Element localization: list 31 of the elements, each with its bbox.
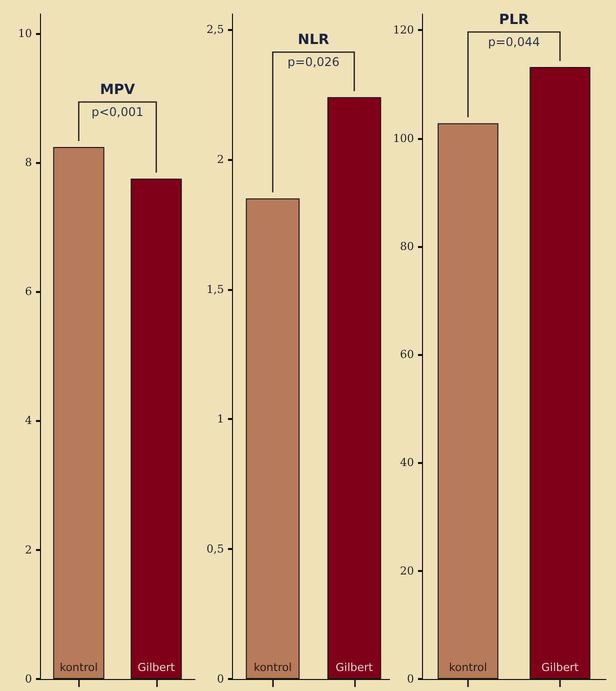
y-tick-label: 6 bbox=[25, 285, 32, 298]
annotation: p=0,026 bbox=[287, 55, 340, 70]
annotation: p<0,001 bbox=[91, 105, 144, 119]
y-tick-label: 2 bbox=[217, 152, 224, 166]
text: NLR bbox=[298, 32, 330, 48]
text: MPV bbox=[100, 82, 136, 98]
y-tick-label: 120 bbox=[392, 24, 414, 37]
y-tick-label: 80 bbox=[400, 240, 414, 253]
y-tick-label: 100 bbox=[392, 132, 414, 145]
x-tick-label: Gilbert bbox=[336, 661, 374, 674]
x-tick-label: kontrol bbox=[254, 661, 292, 674]
y-tick-label: 1 bbox=[217, 412, 224, 426]
y-tick-label: 1,5 bbox=[206, 282, 224, 296]
y-tick-label: 0 bbox=[406, 672, 414, 686]
y-tick-label: 0,5 bbox=[206, 542, 224, 556]
y-tick-label: 20 bbox=[400, 564, 414, 578]
y-tick-label: 2 bbox=[25, 543, 32, 556]
y-tick-label: 40 bbox=[400, 456, 414, 470]
y-tick-label: 0 bbox=[25, 672, 32, 686]
y-tick-label: 60 bbox=[400, 348, 414, 362]
annotation: p=0,044 bbox=[488, 35, 540, 49]
x-tick-label: Gilbert bbox=[541, 661, 580, 674]
y-tick-label: 10 bbox=[18, 26, 32, 40]
y-tick-label: 0 bbox=[217, 672, 224, 686]
x-tick-label: Gilbert bbox=[138, 661, 176, 674]
x-tick-label: kontrol bbox=[448, 661, 488, 674]
y-tick-label: 4 bbox=[25, 414, 32, 428]
x-tick-label: kontrol bbox=[60, 661, 98, 674]
y-tick-label: 2,5 bbox=[206, 23, 224, 36]
chart-title: PLR bbox=[499, 12, 530, 28]
y-tick-label: 8 bbox=[25, 156, 32, 169]
